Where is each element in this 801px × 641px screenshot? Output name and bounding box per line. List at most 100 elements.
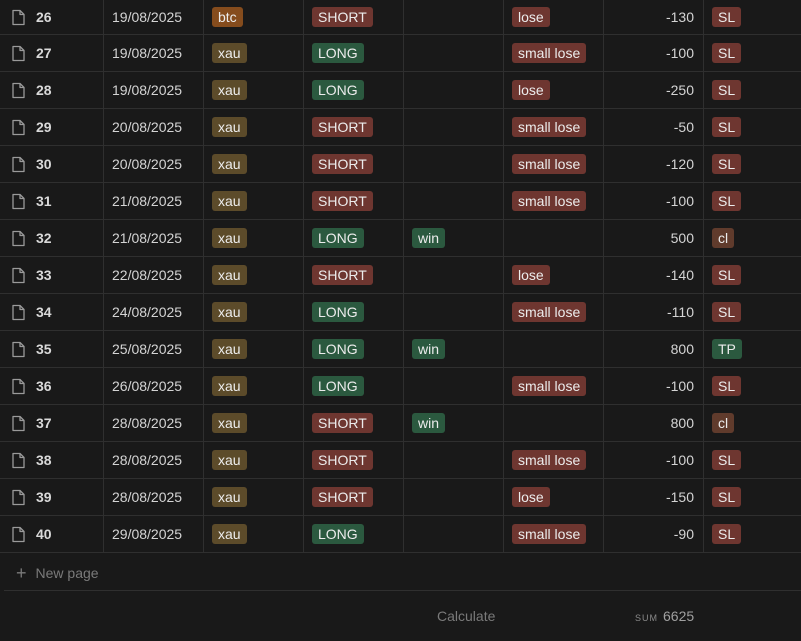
win-cell[interactable] (404, 183, 504, 219)
exit-cell[interactable]: SL (704, 442, 801, 478)
result-cell[interactable] (504, 220, 604, 256)
direction-cell[interactable]: SHORT (304, 183, 404, 219)
exit-cell[interactable]: SL (704, 146, 801, 182)
result-cell[interactable]: small lose (504, 35, 604, 71)
result-cell[interactable] (504, 405, 604, 441)
result-cell[interactable]: lose (504, 72, 604, 108)
direction-cell[interactable]: LONG (304, 368, 404, 404)
date-cell[interactable]: 20/08/2025 (104, 146, 204, 182)
exit-cell[interactable]: SL (704, 368, 801, 404)
win-cell[interactable] (404, 294, 504, 330)
pnl-cell[interactable]: 500 (604, 220, 704, 256)
direction-cell[interactable]: LONG (304, 35, 404, 71)
date-cell[interactable]: 19/08/2025 (104, 72, 204, 108)
pnl-cell[interactable]: 800 (604, 405, 704, 441)
result-cell[interactable]: lose (504, 0, 604, 34)
name-cell[interactable]: 27 (0, 35, 104, 71)
asset-cell[interactable]: xau (204, 405, 304, 441)
result-cell[interactable]: small lose (504, 183, 604, 219)
result-cell[interactable] (504, 331, 604, 367)
date-cell[interactable]: 28/08/2025 (104, 479, 204, 515)
direction-cell[interactable]: SHORT (304, 0, 404, 34)
direction-cell[interactable]: SHORT (304, 109, 404, 145)
table-row[interactable]: 29 20/08/2025 xau SHORT small lose -50 SL (0, 109, 801, 146)
win-cell[interactable] (404, 516, 504, 552)
win-cell[interactable] (404, 257, 504, 293)
table-row[interactable]: 39 28/08/2025 xau SHORT lose -150 SL (0, 479, 801, 516)
win-cell[interactable] (404, 479, 504, 515)
result-cell[interactable]: small lose (504, 146, 604, 182)
table-row[interactable]: 32 21/08/2025 xau LONG win 500 cl (0, 220, 801, 257)
name-cell[interactable]: 33 (0, 257, 104, 293)
pnl-cell[interactable]: -250 (604, 72, 704, 108)
exit-cell[interactable]: SL (704, 183, 801, 219)
asset-cell[interactable]: xau (204, 146, 304, 182)
table-row[interactable]: 28 19/08/2025 xau LONG lose -250 SL (0, 72, 801, 109)
result-cell[interactable]: small lose (504, 368, 604, 404)
pnl-cell[interactable]: -100 (604, 368, 704, 404)
win-cell[interactable] (404, 109, 504, 145)
table-row[interactable]: 34 24/08/2025 xau LONG small lose -110 SL (0, 294, 801, 331)
asset-cell[interactable]: xau (204, 35, 304, 71)
date-cell[interactable]: 19/08/2025 (104, 0, 204, 34)
asset-cell[interactable]: xau (204, 442, 304, 478)
asset-cell[interactable]: xau (204, 183, 304, 219)
direction-cell[interactable]: LONG (304, 72, 404, 108)
date-cell[interactable]: 20/08/2025 (104, 109, 204, 145)
result-cell[interactable]: small lose (504, 516, 604, 552)
date-cell[interactable]: 24/08/2025 (104, 294, 204, 330)
date-cell[interactable]: 22/08/2025 (104, 257, 204, 293)
win-cell[interactable]: win (404, 220, 504, 256)
table-row[interactable]: 30 20/08/2025 xau SHORT small lose -120 SL (0, 146, 801, 183)
exit-cell[interactable]: SL (704, 516, 801, 552)
name-cell[interactable]: 37 (0, 405, 104, 441)
asset-cell[interactable]: xau (204, 72, 304, 108)
date-cell[interactable]: 21/08/2025 (104, 220, 204, 256)
exit-cell[interactable]: SL (704, 479, 801, 515)
pnl-cell[interactable]: -100 (604, 35, 704, 71)
direction-cell[interactable]: LONG (304, 294, 404, 330)
table-row[interactable]: 38 28/08/2025 xau SHORT small lose -100 SL (0, 442, 801, 479)
table-row[interactable]: 33 22/08/2025 xau SHORT lose -140 SL (0, 257, 801, 294)
asset-cell[interactable]: xau (204, 368, 304, 404)
result-cell[interactable]: small lose (504, 294, 604, 330)
direction-cell[interactable]: LONG (304, 516, 404, 552)
table-row[interactable]: 31 21/08/2025 xau SHORT small lose -100 SL (0, 183, 801, 220)
asset-cell[interactable]: xau (204, 220, 304, 256)
table-row[interactable]: 27 19/08/2025 xau LONG small lose -100 SL (0, 35, 801, 72)
name-cell[interactable]: 32 (0, 220, 104, 256)
direction-cell[interactable]: SHORT (304, 442, 404, 478)
asset-cell[interactable]: xau (204, 516, 304, 552)
name-cell[interactable]: 39 (0, 479, 104, 515)
win-cell[interactable] (404, 72, 504, 108)
name-cell[interactable]: 30 (0, 146, 104, 182)
direction-cell[interactable]: SHORT (304, 257, 404, 293)
pnl-cell[interactable]: -140 (604, 257, 704, 293)
direction-cell[interactable]: SHORT (304, 405, 404, 441)
asset-cell[interactable]: xau (204, 294, 304, 330)
date-cell[interactable]: 19/08/2025 (104, 35, 204, 71)
table-row[interactable]: 40 29/08/2025 xau LONG small lose -90 SL (0, 516, 801, 553)
calculate-button[interactable]: Calculate (437, 608, 496, 624)
table-row[interactable]: 37 28/08/2025 xau SHORT win 800 cl (0, 405, 801, 442)
pnl-cell[interactable]: -50 (604, 109, 704, 145)
exit-cell[interactable]: SL (704, 35, 801, 71)
direction-cell[interactable]: SHORT (304, 479, 404, 515)
direction-cell[interactable]: SHORT (304, 146, 404, 182)
pnl-cell[interactable]: -100 (604, 442, 704, 478)
name-cell[interactable]: 35 (0, 331, 104, 367)
table-row[interactable]: 35 25/08/2025 xau LONG win 800 TP (0, 331, 801, 368)
sum-calculation[interactable]: SUM 6625 (635, 608, 694, 624)
name-cell[interactable]: 40 (0, 516, 104, 552)
asset-cell[interactable]: xau (204, 331, 304, 367)
asset-cell[interactable]: xau (204, 257, 304, 293)
pnl-cell[interactable]: -120 (604, 146, 704, 182)
new-page-button[interactable]: + New page (16, 562, 99, 584)
table-row[interactable]: 26 19/08/2025 btc SHORT lose -130 SL (0, 0, 801, 35)
exit-cell[interactable]: SL (704, 294, 801, 330)
win-cell[interactable] (404, 35, 504, 71)
pnl-cell[interactable]: 800 (604, 331, 704, 367)
asset-cell[interactable]: xau (204, 109, 304, 145)
pnl-cell[interactable]: -110 (604, 294, 704, 330)
pnl-cell[interactable]: -130 (604, 0, 704, 34)
